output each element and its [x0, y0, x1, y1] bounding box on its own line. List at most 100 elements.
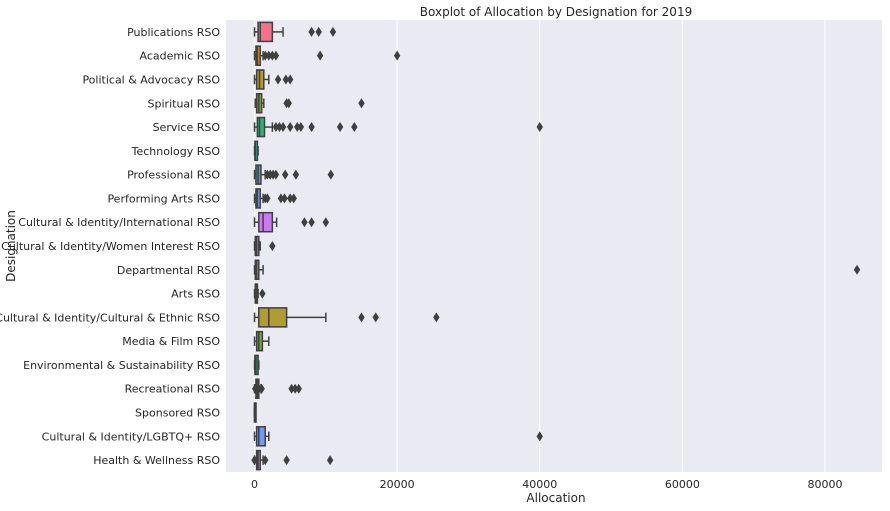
boxes-layer: [251, 21, 861, 471]
outlier-point: [276, 122, 283, 133]
box-group: [251, 449, 334, 471]
outlier-point: [286, 122, 294, 133]
outlier-point: [301, 217, 308, 228]
y-category-label: Sponsored RSO: [135, 407, 220, 420]
y-category-label: Cultural & Identity/Cultural & Ethnic RS…: [0, 311, 220, 324]
outlier-point: [269, 241, 276, 251]
outlier-point: [351, 122, 358, 133]
box-group: [253, 402, 257, 423]
outlier-point: [329, 26, 337, 37]
outlier-point: [262, 50, 269, 61]
outlier-point: [259, 288, 266, 299]
box-group: [254, 92, 365, 114]
y-category-label: Health & Wellness RSO: [93, 454, 220, 467]
outlier-point: [286, 74, 294, 85]
y-category-label: Professional RSO: [127, 169, 220, 182]
outlier-point: [269, 50, 276, 61]
outlier-point: [322, 217, 330, 228]
outlier-point: [262, 455, 269, 466]
x-tick-labels: 0 20000 40000 60000 80000: [251, 478, 842, 491]
outlier-point: [272, 169, 280, 180]
y-category-label: Performing Arts RSO: [107, 192, 220, 205]
outlier-point: [292, 169, 300, 180]
outlier-point: [285, 98, 292, 109]
outlier-point: [393, 50, 401, 61]
outlier-point: [281, 169, 289, 180]
box-group: [253, 188, 297, 209]
x-tick-label: 0: [251, 478, 258, 491]
y-category-labels: Publications RSO Academic RSO Political & …: [0, 26, 220, 467]
outlier-point: [536, 122, 543, 133]
box-group: [253, 140, 259, 162]
outlier-point: [294, 122, 301, 133]
outlier-point: [308, 26, 315, 37]
outlier-point: [291, 383, 299, 394]
x-tick-label: 80000: [807, 478, 842, 491]
box-group: [253, 259, 861, 281]
box-group: [253, 330, 270, 352]
y-category-label: Environmental & Sustainability RSO: [23, 359, 220, 372]
box-group: [253, 235, 276, 257]
outlier-point: [281, 193, 288, 204]
outlier-point: [251, 455, 258, 466]
x-tick-label: 20000: [380, 478, 415, 491]
outlier-point: [290, 193, 297, 204]
y-category-label: Arts RSO: [171, 288, 220, 301]
outlier-point: [297, 122, 305, 133]
x-tick-label: 40000: [522, 478, 557, 491]
x-axis-label: Allocation: [526, 491, 585, 505]
y-category-label: Cultural & Identity/International RSO: [18, 216, 220, 229]
x-tick-label: 60000: [665, 478, 700, 491]
outlier-point: [433, 312, 440, 323]
y-category-label: Media & Film RSO: [122, 335, 220, 348]
outlier-point: [536, 431, 543, 442]
outlier-point: [272, 50, 280, 61]
box: [257, 21, 274, 43]
outlier-point: [272, 122, 280, 133]
outlier-point: [336, 122, 344, 133]
outlier-point: [316, 50, 324, 61]
box-group: [253, 426, 543, 447]
outlier-point: [265, 50, 272, 61]
chart-title: Boxplot of Allocation by Designation for…: [420, 5, 692, 19]
outlier-point: [279, 122, 287, 133]
box-group: [253, 45, 401, 66]
y-category-label: Political & Advocacy RSO: [82, 73, 220, 86]
outlier-point: [274, 74, 282, 85]
outlier-point: [327, 169, 335, 180]
plot-area: [226, 20, 882, 472]
outlier-point: [283, 455, 290, 466]
outlier-point: [308, 122, 315, 133]
y-category-label: Spiritual RSO: [148, 97, 221, 110]
outlier-point: [372, 312, 379, 323]
outlier-point: [295, 383, 302, 394]
y-category-label: Academic RSO: [140, 50, 221, 63]
outlier-point: [277, 193, 285, 204]
box: [258, 211, 274, 233]
y-category-label: Departmental RSO: [117, 264, 220, 277]
box-group: [253, 116, 543, 138]
box-group: [253, 211, 330, 233]
box-group: [253, 354, 260, 376]
box-group: [253, 283, 266, 304]
box: [258, 307, 288, 328]
y-category-label: Service RSO: [153, 121, 221, 134]
outlier-point: [358, 312, 365, 323]
y-category-label: Cultural & Identity/Women Interest RSO: [1, 240, 220, 253]
box-group: [252, 378, 302, 400]
y-category-label: Recreational RSO: [125, 383, 221, 396]
y-category-label: Cultural & Identity/LGBTQ+ RSO: [42, 430, 221, 443]
box-group: [253, 307, 440, 328]
y-axis-label: Designation: [4, 210, 18, 282]
outlier-point: [258, 383, 265, 394]
outlier-point: [358, 98, 365, 109]
outlier-point: [308, 217, 315, 228]
gridlines: [254, 20, 826, 472]
outlier-point: [286, 193, 294, 204]
box-group: [253, 164, 335, 185]
outlier-point: [288, 383, 295, 394]
outlier-point: [326, 455, 334, 466]
box: [255, 426, 266, 447]
outlier-point: [264, 193, 271, 204]
